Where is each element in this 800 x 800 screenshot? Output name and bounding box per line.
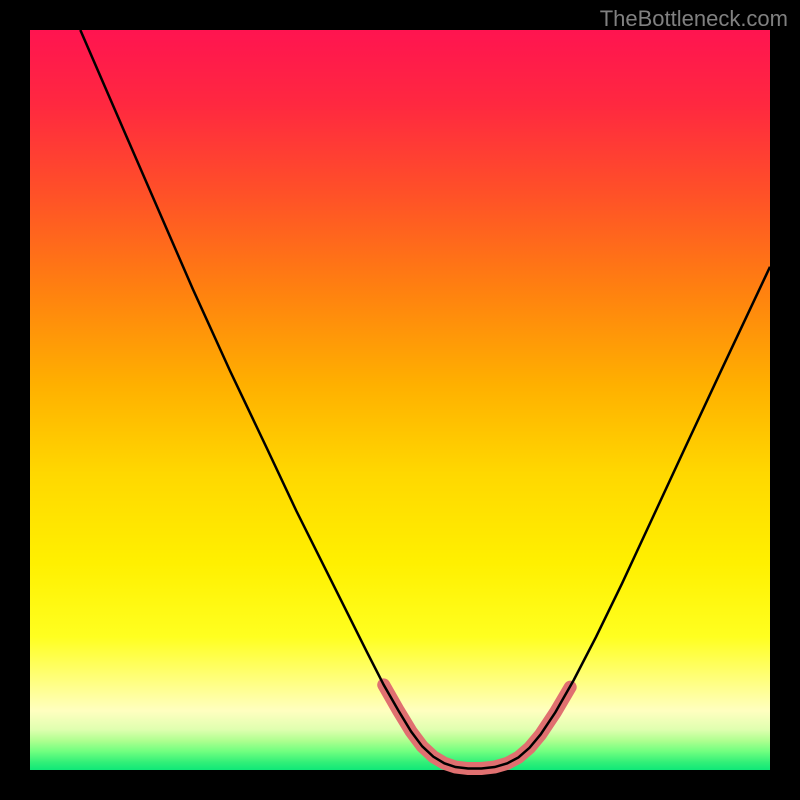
plot-background (30, 30, 770, 770)
bottleneck-chart (0, 0, 800, 800)
